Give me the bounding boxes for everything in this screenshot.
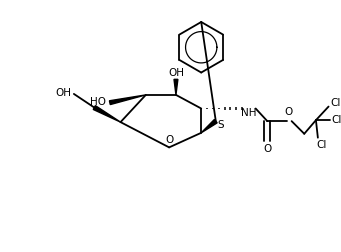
Text: O: O <box>263 144 271 154</box>
Text: Cl: Cl <box>316 140 327 150</box>
Polygon shape <box>93 106 120 122</box>
Polygon shape <box>109 95 146 105</box>
Text: NH: NH <box>241 108 256 118</box>
Text: O: O <box>165 135 173 145</box>
Text: HO: HO <box>90 97 106 107</box>
Text: OH: OH <box>168 68 184 78</box>
Text: Cl: Cl <box>330 98 341 108</box>
Text: S: S <box>217 120 224 130</box>
Polygon shape <box>201 119 217 133</box>
Text: OH: OH <box>55 88 71 98</box>
Text: Cl: Cl <box>331 115 341 125</box>
Text: O: O <box>285 107 293 117</box>
Polygon shape <box>174 79 178 95</box>
